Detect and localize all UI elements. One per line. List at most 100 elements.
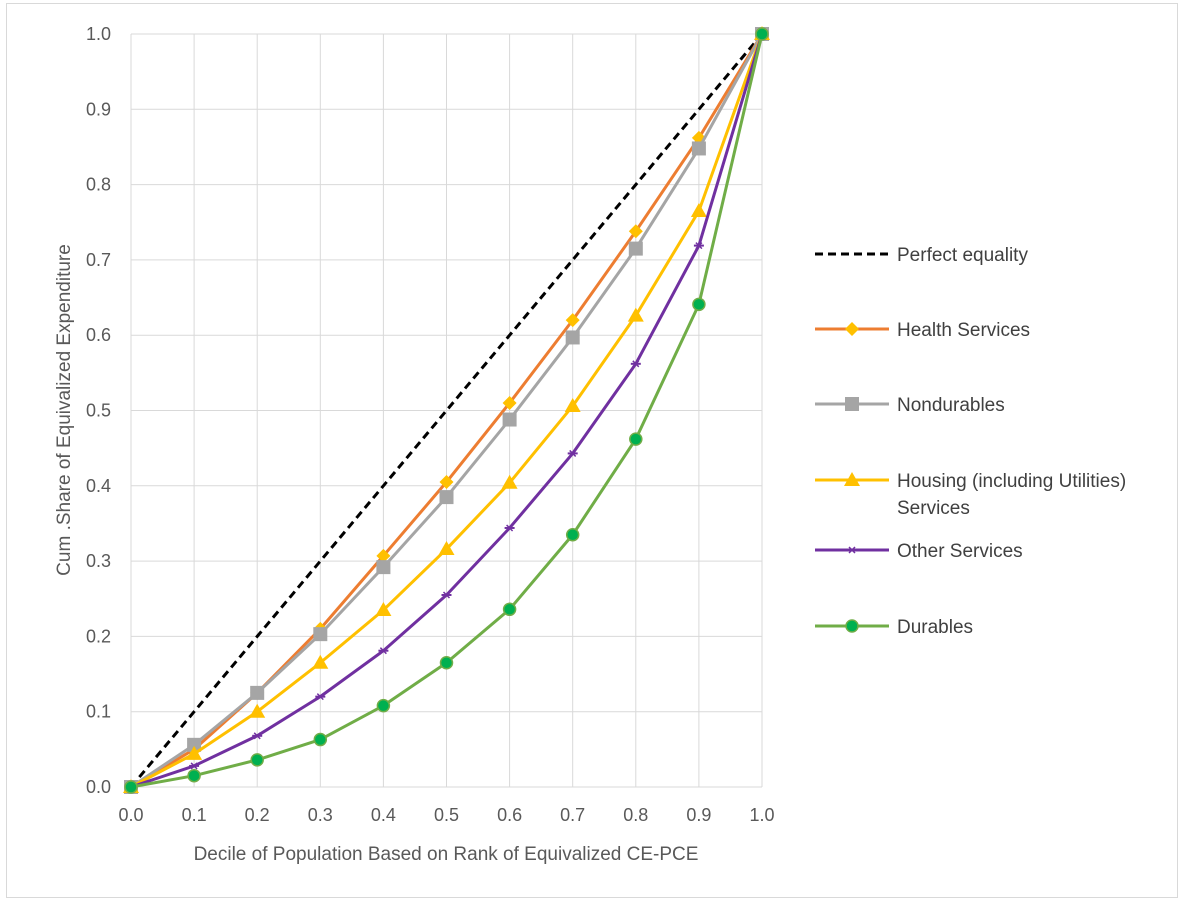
y-tick-label: 0.0 — [86, 777, 111, 797]
legend-label: Other Services — [897, 541, 1023, 562]
legend-entry: Health Services — [815, 320, 1030, 341]
legend: Perfect equality Health Services Nondurabl… — [815, 245, 1126, 638]
legend-label: Health Services — [897, 320, 1030, 341]
y-tick-label: 0.1 — [86, 702, 111, 722]
x-tick-label: 0.3 — [308, 805, 333, 825]
data-point — [249, 703, 266, 718]
data-point — [439, 475, 454, 490]
legend-entry: Durables — [815, 617, 973, 638]
data-point — [438, 541, 455, 556]
x-tick-label: 0.9 — [686, 805, 711, 825]
star-marker-stroke — [442, 591, 451, 599]
data-point — [312, 654, 329, 669]
legend-entry: Housing (including Utilities) Services — [815, 471, 1126, 519]
data-point — [375, 602, 392, 617]
data-point — [627, 307, 644, 322]
data-point — [565, 330, 580, 345]
series-perfect-equality — [129, 33, 764, 788]
legend-swatch-marker — [844, 472, 860, 486]
legend-swatch-marker — [845, 619, 859, 633]
y-tick-label: 0.5 — [86, 401, 111, 421]
star-marker-stroke — [569, 449, 577, 457]
legend-label: Housing (including Utilities) — [897, 471, 1126, 492]
star-marker-stroke — [506, 524, 514, 532]
x-tick-label: 1.0 — [749, 805, 774, 825]
data-point — [250, 753, 264, 767]
y-tick-label: 1.0 — [86, 24, 111, 44]
data-point — [186, 745, 203, 760]
data-point — [187, 768, 201, 783]
y-tick-label: 0.8 — [86, 175, 111, 195]
y-axis-title: Cum .Share of Equivalized Expenditure — [54, 244, 75, 576]
data-point — [252, 732, 263, 740]
data-point — [502, 412, 517, 427]
legend-swatch-marker — [845, 322, 859, 336]
data-point — [439, 656, 454, 670]
star-marker-stroke — [695, 242, 703, 250]
data-point — [565, 313, 580, 328]
x-axis-ticks: 0.0 0.1 0.2 0.3 0.4 0.5 0.6 0.7 0.8 0.9 1.0 — [118, 805, 774, 825]
y-axis-ticks: 0.0 0.1 0.2 0.3 0.4 0.5 0.6 0.7 0.8 0.9 1.0 — [86, 24, 111, 797]
star-marker-stroke — [632, 360, 640, 368]
data-point — [439, 490, 454, 505]
data-point — [189, 762, 200, 770]
series-durables — [124, 27, 769, 794]
series-housing-including-utilities-services — [123, 26, 770, 793]
y-tick-label: 0.9 — [86, 99, 111, 119]
data-point — [629, 432, 643, 446]
legend-swatch-marker — [847, 546, 857, 554]
data-point — [504, 524, 515, 532]
y-tick-label: 0.3 — [86, 551, 111, 571]
data-point — [376, 698, 391, 713]
data-point — [376, 560, 391, 575]
data-point — [567, 449, 578, 457]
x-tick-label: 0.2 — [245, 805, 270, 825]
data-point — [376, 548, 391, 563]
y-tick-label: 0.4 — [86, 476, 111, 496]
series-layer — [123, 26, 770, 794]
x-tick-label: 0.6 — [497, 805, 522, 825]
data-point — [565, 527, 580, 542]
star-marker-stroke — [253, 732, 261, 740]
y-tick-label: 0.6 — [86, 325, 111, 345]
legend-label: Nondurables — [897, 395, 1005, 416]
star-marker-stroke — [848, 546, 856, 554]
data-point — [755, 27, 769, 41]
legend-swatch-marker — [845, 397, 859, 411]
data-point — [502, 602, 517, 617]
data-point — [250, 685, 265, 700]
y-tick-label: 0.2 — [86, 626, 111, 646]
data-point — [502, 395, 517, 410]
x-tick-label: 0.8 — [623, 805, 648, 825]
star-marker-stroke — [190, 762, 198, 770]
data-point — [628, 241, 643, 256]
series-line — [129, 33, 764, 788]
star-marker-stroke — [316, 693, 324, 701]
legend-entry: Perfect equality — [815, 245, 1028, 266]
legend-entry: Other Services — [815, 541, 1023, 562]
data-point — [691, 141, 706, 156]
data-point — [692, 297, 706, 312]
data-point — [315, 693, 326, 701]
x-tick-label: 0.5 — [434, 805, 459, 825]
x-tick-label: 0.0 — [118, 805, 143, 825]
data-point — [187, 737, 202, 752]
x-tick-label: 0.1 — [182, 805, 207, 825]
y-tick-label: 0.7 — [86, 250, 111, 270]
x-tick-label: 0.7 — [560, 805, 585, 825]
data-point — [378, 647, 389, 655]
star-marker-stroke — [379, 647, 387, 655]
data-point — [628, 224, 643, 239]
data-point — [501, 474, 518, 489]
data-point — [564, 397, 581, 412]
data-point — [124, 780, 138, 794]
data-point — [690, 202, 707, 217]
legend-entry: Nondurables — [815, 395, 1005, 416]
legend-label: Durables — [897, 617, 973, 638]
x-tick-label: 0.4 — [371, 805, 396, 825]
data-point — [441, 591, 452, 599]
data-point — [693, 242, 704, 250]
data-point — [313, 732, 328, 747]
legend-label: Services — [897, 498, 970, 519]
